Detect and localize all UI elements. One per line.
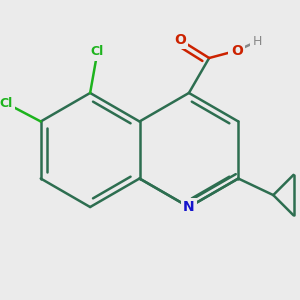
Text: O: O	[174, 33, 186, 46]
Text: Cl: Cl	[91, 45, 104, 58]
Text: N: N	[183, 200, 195, 214]
Text: Cl: Cl	[0, 97, 12, 110]
Text: H: H	[252, 35, 262, 48]
Text: O: O	[231, 44, 243, 58]
